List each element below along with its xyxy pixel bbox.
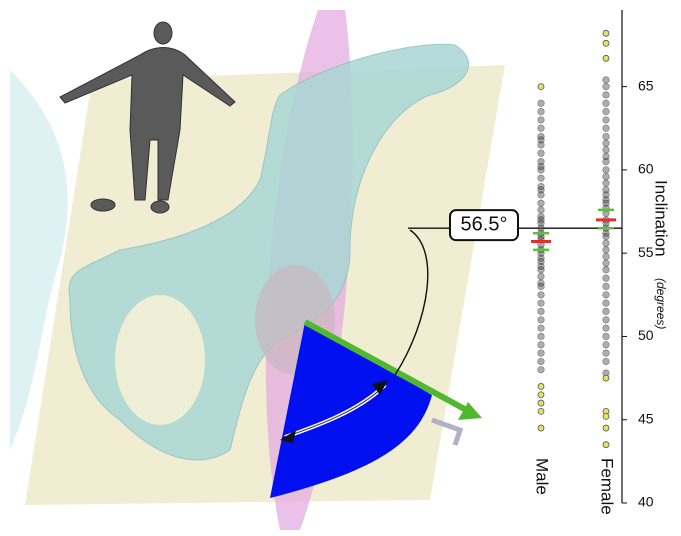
- data-point: [603, 133, 610, 140]
- reference-label: 56.5°: [461, 213, 508, 235]
- data-point: [603, 341, 610, 348]
- outlier-point: [538, 408, 544, 414]
- data-point: [538, 100, 545, 107]
- outlier-point: [538, 425, 544, 431]
- data-point: [603, 117, 610, 124]
- outlier-point: [603, 55, 609, 61]
- data-point: [603, 325, 610, 332]
- data-point: [603, 108, 610, 115]
- data-point: [603, 173, 610, 180]
- y-tick-label: 50: [638, 327, 654, 343]
- data-point: [603, 275, 610, 282]
- outlier-point: [603, 425, 609, 431]
- data-point: [538, 341, 545, 348]
- data-point: [538, 175, 545, 182]
- data-point: [603, 247, 610, 254]
- data-point: [603, 283, 610, 290]
- data-point: [538, 117, 545, 124]
- data-point: [603, 125, 610, 132]
- data-point: [603, 233, 610, 240]
- outlier-point: [603, 40, 609, 46]
- data-point: [538, 267, 545, 274]
- data-point: [538, 207, 545, 214]
- data-point: [603, 300, 610, 307]
- data-point: [538, 108, 545, 115]
- category-label: Female: [598, 458, 617, 515]
- data-point: [603, 167, 610, 174]
- data-point: [538, 292, 545, 299]
- data-point: [603, 358, 610, 365]
- data-point: [538, 358, 545, 365]
- data-point: [603, 350, 610, 357]
- data-point: [538, 366, 545, 373]
- outlier-point: [538, 392, 544, 398]
- data-point: [538, 308, 545, 315]
- y-axis-label: Inclination: [652, 180, 671, 257]
- data-point: [538, 350, 545, 357]
- y-tick-label: 60: [638, 161, 654, 177]
- data-point: [603, 316, 610, 323]
- y-tick-label: 55: [638, 244, 654, 260]
- data-point: [603, 308, 610, 315]
- data-point: [538, 150, 545, 157]
- data-point: [538, 125, 545, 132]
- data-point: [603, 267, 610, 274]
- outlier-point: [538, 400, 544, 406]
- data-point: [603, 180, 610, 187]
- data-point: [538, 192, 545, 199]
- data-point: [603, 253, 610, 260]
- category-label: Male: [533, 458, 552, 495]
- outlier-point: [603, 442, 609, 448]
- data-point: [603, 140, 610, 147]
- data-point: [603, 92, 610, 99]
- data-point: [603, 100, 610, 107]
- data-point: [603, 77, 610, 84]
- outlier-point: [603, 413, 609, 419]
- anatomy-render: [10, 10, 505, 530]
- data-point: [603, 292, 610, 299]
- data-point: [538, 142, 545, 149]
- data-point: [538, 333, 545, 340]
- data-point: [538, 283, 545, 290]
- data-point: [603, 158, 610, 165]
- data-point: [538, 316, 545, 323]
- data-point: [538, 325, 545, 332]
- outlier-point: [538, 84, 544, 90]
- outlier-point: [603, 375, 609, 381]
- y-tick-label: 65: [638, 77, 654, 93]
- data-point: [603, 240, 610, 247]
- y-axis-unit: (degrees): [654, 278, 668, 329]
- figure: Inclination (degrees) 40 45 50 55 60 65 56.5° M…: [0, 0, 681, 536]
- outlier-point: [538, 383, 544, 389]
- data-point: [538, 300, 545, 307]
- data-point: [603, 260, 610, 267]
- data-point: [538, 273, 545, 280]
- data-point: [538, 167, 545, 174]
- foramen: [115, 295, 205, 425]
- data-point: [603, 147, 610, 154]
- data-point: [603, 333, 610, 340]
- y-tick-label: 40: [638, 494, 654, 510]
- data-point: [538, 200, 545, 207]
- outlier-point: [603, 30, 609, 36]
- data-point: [603, 83, 610, 90]
- y-tick-label: 45: [638, 410, 654, 426]
